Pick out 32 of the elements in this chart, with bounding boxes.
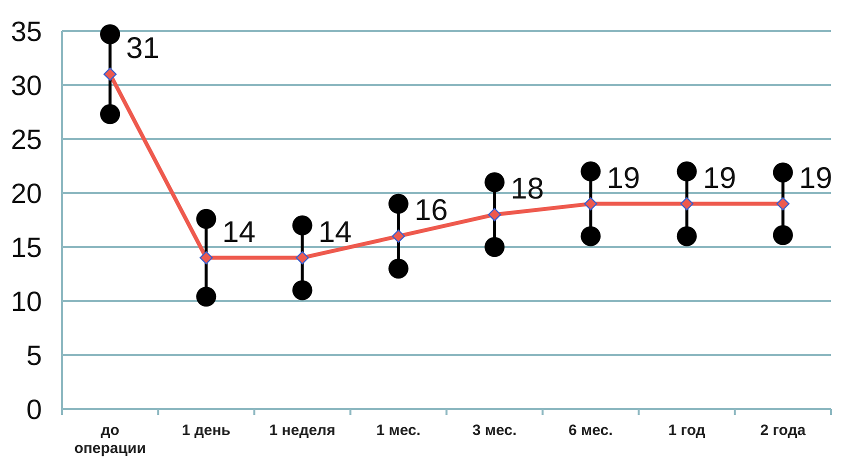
y-tick-label: 20 <box>10 178 42 209</box>
y-tick-label: 5 <box>26 340 42 371</box>
data-label: 14 <box>318 216 352 249</box>
point <box>776 197 790 210</box>
data-label: 16 <box>414 194 448 228</box>
y-tick-label: 15 <box>10 232 42 263</box>
data-label: 19 <box>798 162 832 195</box>
x-tick-label: 2 года <box>760 422 806 439</box>
x-tick-label: 3 мес. <box>472 422 517 439</box>
data-label: 31 <box>126 32 160 66</box>
y-tick-label: 30 <box>10 70 42 101</box>
point <box>103 68 117 81</box>
x-tick-label: 6 мес. <box>568 422 613 439</box>
point <box>296 251 309 264</box>
x-tick-label: 1 мес. <box>376 422 421 439</box>
x-tick-label: 1 неделя <box>269 422 336 439</box>
x-tick-label: 1 год <box>668 422 706 439</box>
data-label: 19 <box>702 162 736 195</box>
y-tick-label: 10 <box>10 286 42 317</box>
point <box>584 197 598 210</box>
data-label: 18 <box>510 172 544 206</box>
x-tick-label: 1 день <box>182 422 231 439</box>
point <box>392 230 406 243</box>
y-tick-label: 25 <box>10 124 42 155</box>
x-tick-label: до операции <box>74 422 146 457</box>
y-tick-label: 35 <box>10 16 42 47</box>
point <box>680 197 694 210</box>
point <box>488 208 502 222</box>
y-tick-label: 0 <box>26 394 42 425</box>
data-label: 14 <box>222 216 256 249</box>
point <box>200 251 213 264</box>
data-label: 19 <box>606 162 640 195</box>
